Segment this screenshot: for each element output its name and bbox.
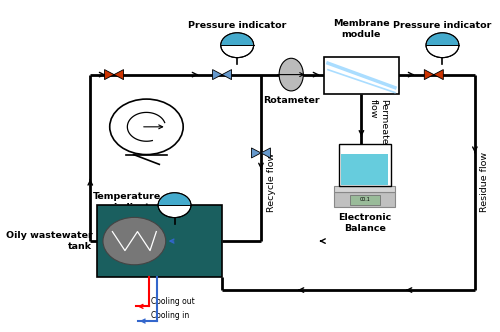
Bar (97, 205, 222, 277)
Bar (338, 144, 390, 186)
Polygon shape (424, 70, 434, 80)
Text: Electronic
Balance: Electronic Balance (338, 213, 392, 233)
Bar (324, 57, 399, 94)
Circle shape (221, 33, 254, 58)
Text: Membrane
module: Membrane module (333, 19, 390, 39)
Wedge shape (428, 34, 458, 45)
Text: Pressure indicator: Pressure indicator (188, 21, 286, 30)
Bar (341, 154, 388, 185)
Wedge shape (222, 34, 252, 45)
Polygon shape (104, 70, 114, 80)
Polygon shape (434, 70, 444, 80)
Text: Cooling in: Cooling in (151, 311, 189, 320)
Text: Temperature
indicator: Temperature indicator (94, 192, 162, 211)
Polygon shape (114, 70, 124, 80)
Circle shape (110, 99, 183, 155)
Text: Rotameter: Rotameter (263, 96, 320, 105)
Polygon shape (261, 148, 270, 158)
Polygon shape (212, 70, 222, 80)
Text: Permeate
flow: Permeate flow (369, 99, 388, 145)
Bar (350, 195, 380, 205)
Text: Oily wastewater
tank: Oily wastewater tank (6, 231, 92, 251)
Circle shape (158, 193, 191, 217)
Circle shape (426, 33, 459, 58)
Text: Recycle flow: Recycle flow (268, 153, 276, 212)
Wedge shape (160, 194, 190, 205)
Text: Cooling out: Cooling out (151, 297, 194, 306)
Polygon shape (222, 70, 232, 80)
Bar (334, 186, 395, 192)
Polygon shape (252, 148, 261, 158)
Text: Residue flow: Residue flow (480, 152, 489, 212)
Bar (334, 192, 395, 207)
Ellipse shape (279, 58, 303, 91)
Text: 00.1: 00.1 (359, 197, 370, 202)
Text: Pressure indicator: Pressure indicator (394, 21, 492, 30)
Circle shape (103, 217, 166, 265)
